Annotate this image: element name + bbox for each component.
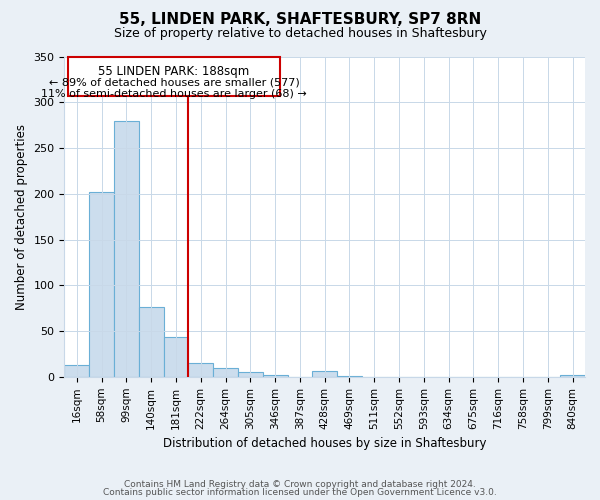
Bar xyxy=(560,375,585,377)
X-axis label: Distribution of detached houses by size in Shaftesbury: Distribution of detached houses by size … xyxy=(163,437,487,450)
Bar xyxy=(238,372,263,377)
Text: Size of property relative to detached houses in Shaftesbury: Size of property relative to detached ho… xyxy=(113,28,487,40)
Bar xyxy=(313,372,337,377)
Text: 55, LINDEN PARK, SHAFTESBURY, SP7 8RN: 55, LINDEN PARK, SHAFTESBURY, SP7 8RN xyxy=(119,12,481,28)
Bar xyxy=(139,308,164,377)
Bar xyxy=(64,365,89,377)
FancyBboxPatch shape xyxy=(68,56,280,96)
Text: 11% of semi-detached houses are larger (68) →: 11% of semi-detached houses are larger (… xyxy=(41,90,307,100)
Bar xyxy=(164,338,188,377)
Y-axis label: Number of detached properties: Number of detached properties xyxy=(15,124,28,310)
Text: ← 89% of detached houses are smaller (577): ← 89% of detached houses are smaller (57… xyxy=(49,78,299,88)
Bar xyxy=(213,368,238,377)
Bar xyxy=(89,192,114,377)
Bar xyxy=(337,376,362,377)
Bar xyxy=(188,363,213,377)
Bar xyxy=(114,120,139,377)
Text: 55 LINDEN PARK: 188sqm: 55 LINDEN PARK: 188sqm xyxy=(98,64,250,78)
Text: Contains public sector information licensed under the Open Government Licence v3: Contains public sector information licen… xyxy=(103,488,497,497)
Text: Contains HM Land Registry data © Crown copyright and database right 2024.: Contains HM Land Registry data © Crown c… xyxy=(124,480,476,489)
Bar xyxy=(263,375,287,377)
